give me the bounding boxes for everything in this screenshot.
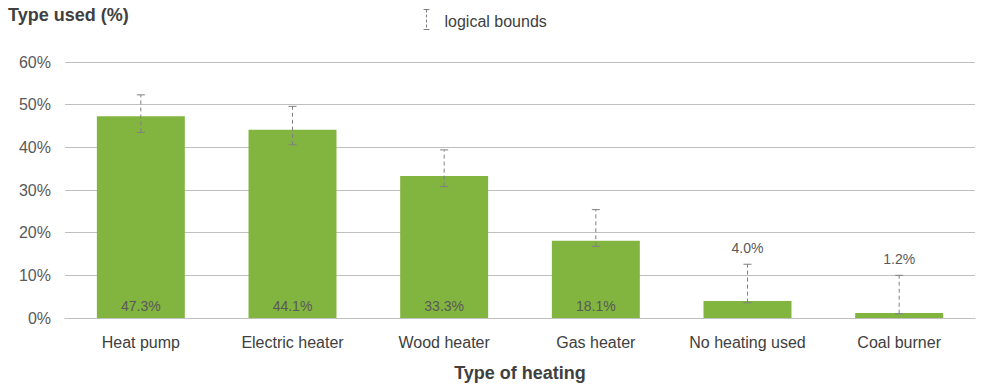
svg-text:4.0%: 4.0% [732,240,764,256]
svg-text:logical bounds: logical bounds [445,13,547,30]
svg-text:Electric heater: Electric heater [241,334,344,351]
svg-text:30%: 30% [19,182,51,199]
svg-text:50%: 50% [19,96,51,113]
svg-text:10%: 10% [19,267,51,284]
svg-text:No heating used: No heating used [689,334,806,351]
svg-text:47.3%: 47.3% [121,298,161,314]
svg-text:0%: 0% [28,310,51,327]
svg-text:60%: 60% [19,54,51,71]
svg-text:Type of heating: Type of heating [454,363,586,383]
svg-text:Gas heater: Gas heater [556,334,636,351]
svg-text:40%: 40% [19,139,51,156]
svg-text:Wood heater: Wood heater [399,334,491,351]
svg-text:Type used (%): Type used (%) [8,5,129,25]
svg-text:Coal burner: Coal burner [857,334,941,351]
svg-text:33.3%: 33.3% [424,298,464,314]
svg-text:Heat pump: Heat pump [102,334,180,351]
svg-text:18.1%: 18.1% [576,298,616,314]
svg-text:44.1%: 44.1% [273,298,313,314]
svg-text:1.2%: 1.2% [883,251,915,267]
svg-text:20%: 20% [19,224,51,241]
